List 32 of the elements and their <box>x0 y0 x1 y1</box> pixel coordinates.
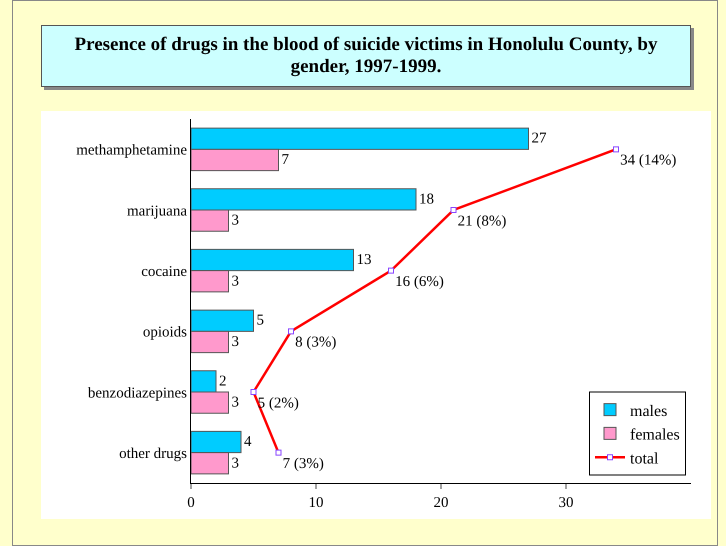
x-tick-label: 10 <box>308 495 324 511</box>
data-label: 21 (8%) <box>458 213 506 230</box>
data-label: 3 <box>232 334 239 350</box>
data-label: 3 <box>232 212 239 229</box>
y-tick-label: methamphetamine <box>76 142 188 159</box>
x-tick-label: 30 <box>558 495 574 511</box>
data-label: 18 <box>419 191 434 208</box>
data-label: 13 <box>356 252 372 268</box>
y-tick-label: marijuana <box>127 203 188 220</box>
data-label: 2 <box>219 373 226 390</box>
data-label: 3 <box>232 394 239 411</box>
data-label: 4 <box>244 434 252 450</box>
y-tick-label: opioids <box>142 324 188 341</box>
data-label: 3 <box>232 455 239 472</box>
data-label: 8 (3%) <box>295 334 336 351</box>
data-label: 27 <box>532 130 547 147</box>
x-tick-label: 20 <box>434 495 448 511</box>
y-tick-label: other drugs <box>119 446 188 462</box>
data-label: 7 (3%) <box>282 456 324 472</box>
chart-title: Presence of drugs in the blood of suicide victims in Honolulu County, by gender, 1997-1999. <box>41 25 691 87</box>
data-label: 3 <box>232 273 239 290</box>
data-label: 7 <box>282 152 290 168</box>
x-tick-label: 0 <box>187 495 195 511</box>
data-label: 5 <box>256 312 264 329</box>
y-tick-label: cocaine <box>141 264 188 280</box>
data-label: 16 (6%) <box>395 274 444 290</box>
legend-label: total <box>630 450 659 468</box>
data-label: 34 (14%) <box>620 152 676 169</box>
y-tick-label: benzodiazepines <box>88 385 188 402</box>
legend-label: females <box>630 426 680 444</box>
data-label: 5 (2%) <box>258 395 299 412</box>
legend-label: males <box>630 402 668 420</box>
